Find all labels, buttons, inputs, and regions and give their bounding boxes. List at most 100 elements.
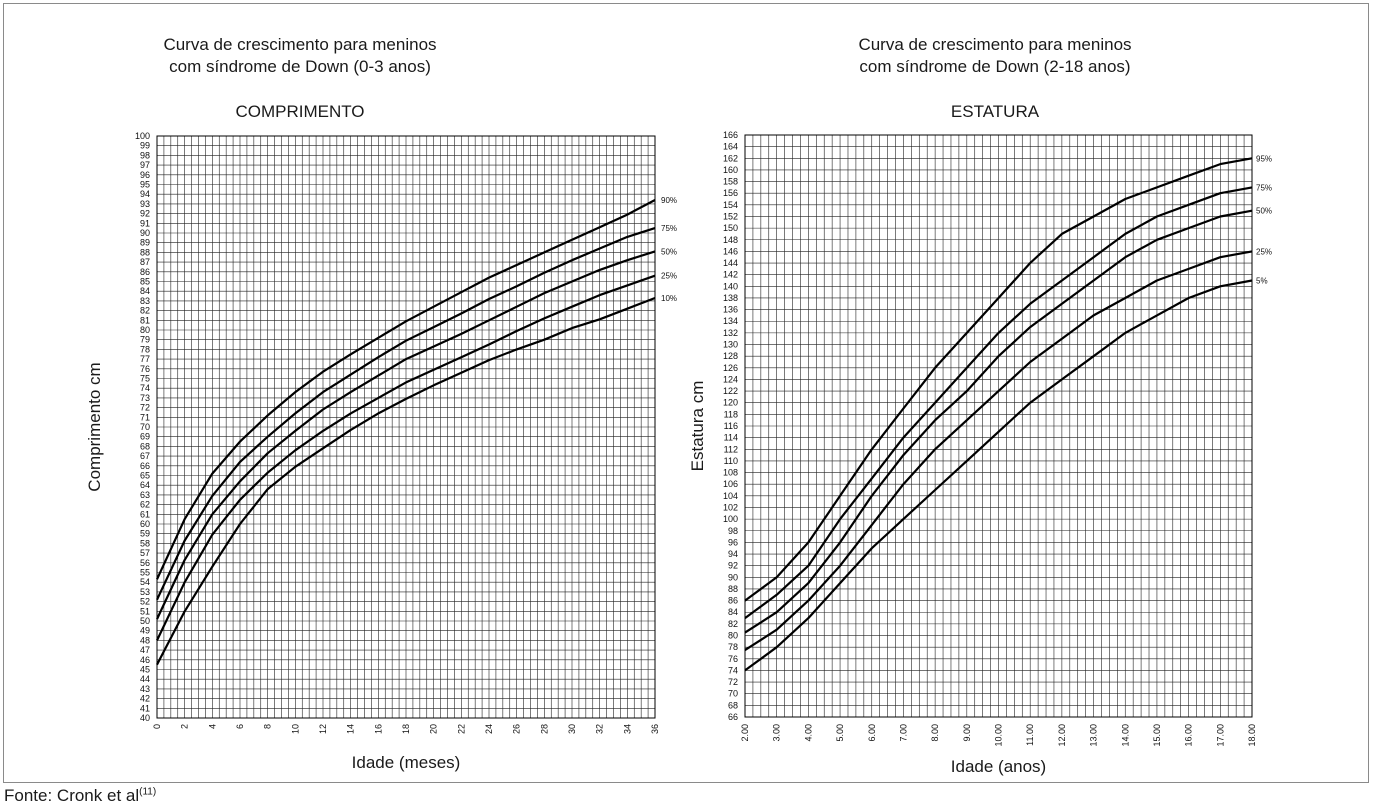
y-tick-label: 128 [723,351,738,361]
y-tick-label: 73 [140,393,150,403]
y-tick-label: 84 [140,286,150,296]
y-tick-label: 45 [140,665,150,675]
y-tick-label: 114 [724,433,738,443]
y-tick-label: 78 [140,344,150,354]
y-tick-label: 55 [140,568,150,578]
y-tick-label: 88 [140,247,150,257]
y-tick-labels: 4041424344454647484950515253545556575859… [135,131,150,723]
x-tick-labels: 0 2 4 6 8 10 12 14 16 18 20 22 24 26 28 30 32 34 36 [152,724,660,734]
y-tick-label: 71 [140,412,150,422]
x-tick-label: 22 [456,724,466,734]
x-tick-label: 36 [650,724,660,734]
y-tick-label: 70 [140,422,150,432]
y-tick-label: 88 [728,584,738,594]
series-line-25pct [744,250,1253,652]
y-tick-label: 76 [728,654,738,664]
left-chart-title-line-2: com síndrome de Down (0-3 anos) [169,57,431,76]
y-tick-label: 160 [723,165,738,175]
y-tick-label: 94 [728,549,738,559]
y-tick-label: 104 [723,491,738,501]
y-tick-label: 166 [723,130,738,140]
y-tick-label: 84 [728,607,738,617]
y-tick-label: 42 [140,694,150,704]
y-tick-label: 44 [140,674,150,684]
x-tick-label: 30 [567,724,577,734]
y-tick-label: 122 [723,386,738,396]
y-tick-label: 72 [728,677,738,687]
length-chart-0-3-years: 4041424344454647484950515253545556575859… [85,131,677,772]
x-tick-label: 6 [235,724,245,729]
series-label-10pct: 10% [661,294,677,303]
y-tick-label: 57 [140,548,150,558]
x-axis-label: Idade (anos) [951,757,1046,776]
y-tick-label: 77 [140,354,150,364]
series-label-5pct: 5% [1256,277,1268,286]
series-line-90pct [156,199,656,580]
figure-frame [3,3,1369,783]
y-tick-label: 98 [728,526,738,536]
x-tick-label: 15.00 [1152,724,1162,747]
y-tick-label: 40 [140,713,150,723]
y-tick-label: 46 [140,655,150,665]
x-tick-label: 4 [207,724,217,729]
x-tick-label: 18.00 [1247,724,1257,747]
y-tick-label: 64 [140,480,150,490]
series-line-5pct [744,279,1253,672]
y-tick-label: 59 [140,529,150,539]
series-line-75pct [744,186,1253,619]
y-tick-label: 126 [723,363,738,373]
y-tick-label: 68 [728,700,738,710]
y-tick-label: 100 [723,514,738,524]
series-label-25pct: 25% [661,272,677,281]
series-label-25pct: 25% [1256,247,1272,256]
y-tick-label: 65 [140,471,150,481]
y-tick-label: 56 [140,558,150,568]
y-tick-label: 144 [723,258,738,268]
y-tick-label: 79 [140,335,150,345]
x-tick-label: 10.00 [994,724,1004,747]
y-tick-label: 93 [140,199,150,209]
y-tick-label: 80 [140,325,150,335]
y-tick-label: 92 [140,209,150,219]
right-chart-title-line-1: Curva de crescimento para meninos [858,35,1132,54]
x-tick-label: 28 [539,724,549,734]
y-tick-label: 130 [723,340,738,350]
y-tick-label: 110 [724,456,738,466]
y-tick-label: 48 [140,635,150,645]
x-tick-label: 7.00 [898,724,908,742]
y-tick-label: 95 [140,180,150,190]
x-tick-label: 2 [180,724,190,729]
x-tick-label: 24 [484,724,494,734]
left-chart-title: Curva de crescimento para meninos com sín… [110,34,490,78]
y-tick-label: 68 [140,441,150,451]
y-tick-label: 70 [728,689,738,699]
y-tick-label: 102 [723,502,738,512]
y-tick-label: 124 [723,374,738,384]
x-tick-label: 34 [622,724,632,734]
x-tick-label: 8.00 [930,724,940,742]
series-line-50pct [744,209,1253,634]
y-tick-label: 54 [140,577,150,587]
x-tick-label: 0 [152,724,162,729]
y-tick-label: 97 [140,160,150,170]
y-tick-label: 134 [723,316,738,326]
series-label-90pct: 90% [661,196,677,205]
series-label-75pct: 75% [661,224,677,233]
y-tick-label: 85 [140,277,150,287]
y-tick-label: 49 [140,626,150,636]
y-tick-label: 50 [140,616,150,626]
y-tick-label: 152 [723,211,738,221]
y-tick-label: 51 [140,606,150,616]
y-tick-label: 106 [723,479,738,489]
x-tick-label: 32 [595,724,605,734]
x-tick-label: 6.00 [867,724,877,742]
series-lines: 95% 75% 50% 25% 5% [744,154,1272,672]
y-tick-label: 69 [140,432,150,442]
x-tick-label: 12 [318,724,328,734]
y-tick-label: 140 [723,281,738,291]
series-line-95pct [744,157,1253,602]
y-tick-label: 86 [140,267,150,277]
